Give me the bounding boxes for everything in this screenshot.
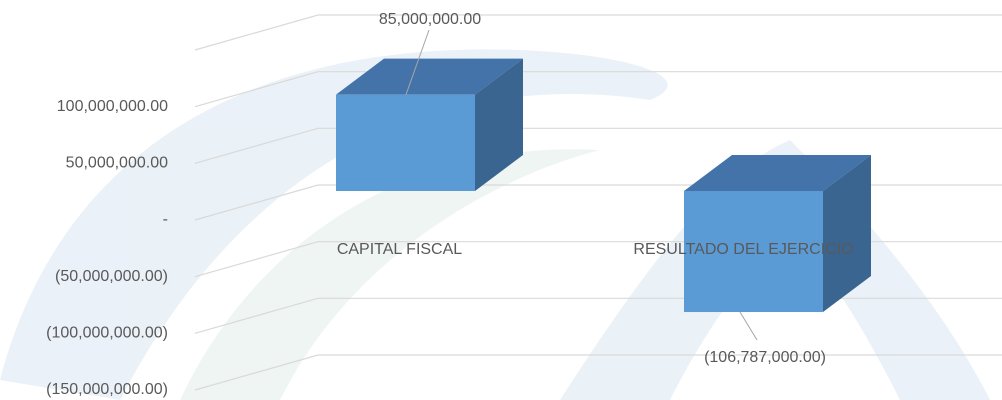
grid-line bbox=[194, 14, 1002, 51]
y-tick-label: 50,000,000.00 bbox=[66, 155, 168, 172]
grid-line bbox=[194, 184, 1002, 221]
bar bbox=[684, 191, 823, 313]
grid-line bbox=[194, 71, 1002, 108]
grid-line bbox=[194, 127, 1002, 164]
data-label: (106,787,000.00) bbox=[704, 349, 826, 366]
watermark bbox=[0, 49, 990, 400]
x-tick-label: RESULTADO DEL EJERCICIO bbox=[633, 241, 853, 258]
y-tick-label: (150,000,000.00) bbox=[46, 381, 168, 398]
y-tick-label: - bbox=[163, 211, 168, 228]
bar-side bbox=[823, 155, 871, 313]
bar bbox=[336, 94, 475, 191]
y-tick-label: (50,000,000.00) bbox=[55, 268, 168, 285]
leader-line bbox=[405, 29, 430, 95]
bar-side bbox=[475, 58, 523, 191]
y-tick-label: 100,000,000.00 bbox=[57, 98, 168, 115]
bar-top bbox=[336, 58, 523, 95]
x-tick-label: CAPITAL FISCAL bbox=[337, 241, 462, 258]
bar-top bbox=[684, 155, 871, 191]
data-label: 85,000,000.00 bbox=[379, 11, 481, 28]
grid-line bbox=[194, 354, 1002, 391]
y-tick-label: (100,000,000.00) bbox=[46, 325, 168, 342]
leader-line bbox=[739, 311, 758, 341]
